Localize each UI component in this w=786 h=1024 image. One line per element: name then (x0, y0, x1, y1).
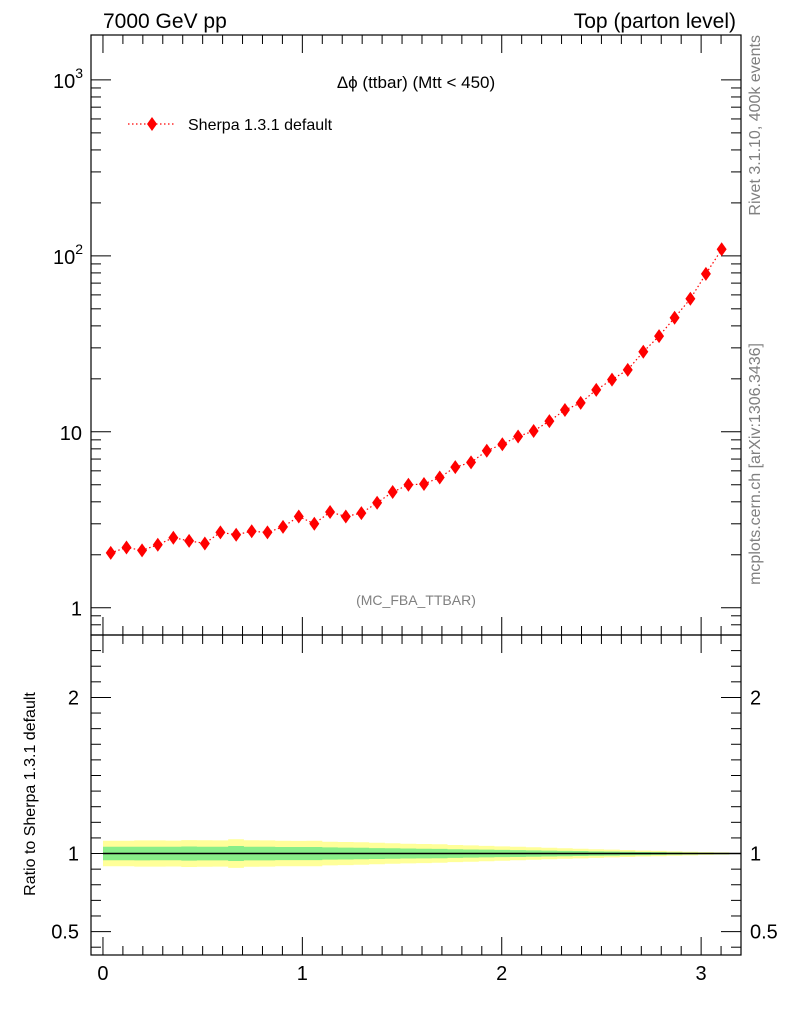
ratio-xtick-label: 1 (297, 963, 308, 985)
data-point (215, 525, 226, 540)
legend: Sherpa 1.3.1 default (128, 117, 333, 134)
data-point (544, 414, 555, 429)
main-ytick-exp: 3 (75, 65, 83, 81)
ratio-x-axis: 0 1 2 3 (97, 635, 742, 985)
legend-marker (147, 117, 157, 131)
data-point (466, 455, 477, 470)
plot-watermark: (MC_FBA_TTBAR) (356, 592, 476, 608)
data-point (121, 540, 132, 555)
data-point (262, 525, 273, 540)
data-point (168, 530, 179, 545)
data-point (199, 536, 210, 551)
header-right: Top (parton level) (574, 10, 736, 33)
ratio-ytick-label: 0.5 (51, 922, 79, 944)
data-point (356, 506, 367, 521)
data-point (575, 395, 586, 410)
data-point (528, 424, 539, 439)
ratio-xtick-label: 3 (696, 963, 707, 985)
data-point (716, 242, 727, 257)
data-point (105, 545, 116, 560)
ratio-ytick-label-right: 1 (750, 844, 761, 866)
main-ytick-label: 102 (53, 241, 83, 269)
data-point (372, 495, 383, 510)
data-point (700, 266, 711, 281)
series-line (110, 248, 723, 554)
data-point (184, 533, 195, 548)
data-point (481, 443, 492, 458)
rivet-label: Rivet 3.1.10, 400k events (747, 35, 764, 216)
data-point (638, 344, 649, 359)
ratio-xtick-label: 2 (496, 963, 507, 985)
data-point (325, 505, 336, 520)
plot-title: Δϕ (ttbar) (Mtt < 450) (337, 73, 495, 92)
mcplots-label: mcplots.cern.ch [arXiv:1306.3436] (747, 343, 764, 585)
data-point (685, 291, 696, 306)
data-point (559, 403, 570, 418)
data-point (450, 460, 461, 475)
main-x-ticks (102, 35, 742, 635)
data-point (654, 329, 665, 344)
data-point (387, 484, 398, 499)
ratio-bands (102, 839, 741, 868)
data-point (403, 477, 414, 492)
data-point (340, 509, 351, 524)
ratio-y-axis: 0.5 0.5 1 1 2 2 (51, 634, 778, 948)
data-point (497, 437, 508, 452)
ratio-ytick-label-right: 0.5 (750, 922, 778, 944)
main-ytick-exp: 2 (75, 241, 83, 257)
ratio-ytick-label-right: 2 (750, 687, 761, 709)
main-ytick-label: 10 (60, 423, 82, 445)
data-point (231, 527, 242, 542)
data-point (591, 382, 602, 397)
ratio-plot: 0.5 0.5 1 1 2 2 0 1 2 3 Ratio to Sherpa 1.3.1 de… (22, 634, 778, 985)
data-point (606, 372, 617, 387)
data-point (246, 524, 257, 539)
data-point (309, 516, 320, 531)
data-point (622, 362, 633, 377)
ratio-xtick-label: 0 (97, 963, 108, 985)
data-point (513, 429, 524, 444)
data-point (152, 537, 163, 552)
ratio-ytick-label: 2 (68, 687, 79, 709)
main-series (105, 242, 727, 560)
ratio-ylabel: Ratio to Sherpa 1.3.1 default (22, 692, 39, 896)
legend-label: Sherpa 1.3.1 default (188, 117, 333, 134)
data-point (137, 543, 148, 558)
main-ytick-label: 1 (71, 599, 82, 621)
ratio-plot-frame (90, 634, 742, 956)
main-ytick-base: 10 (53, 71, 75, 93)
data-point (434, 470, 445, 485)
data-point (418, 477, 429, 492)
data-point (278, 519, 289, 534)
ratio-ytick-label: 1 (68, 844, 79, 866)
main-ytick-base: 10 (53, 247, 75, 269)
header-left: 7000 GeV pp (103, 10, 227, 33)
main-ytick-label: 103 (53, 65, 83, 93)
data-point (293, 509, 304, 524)
data-point (669, 310, 680, 325)
